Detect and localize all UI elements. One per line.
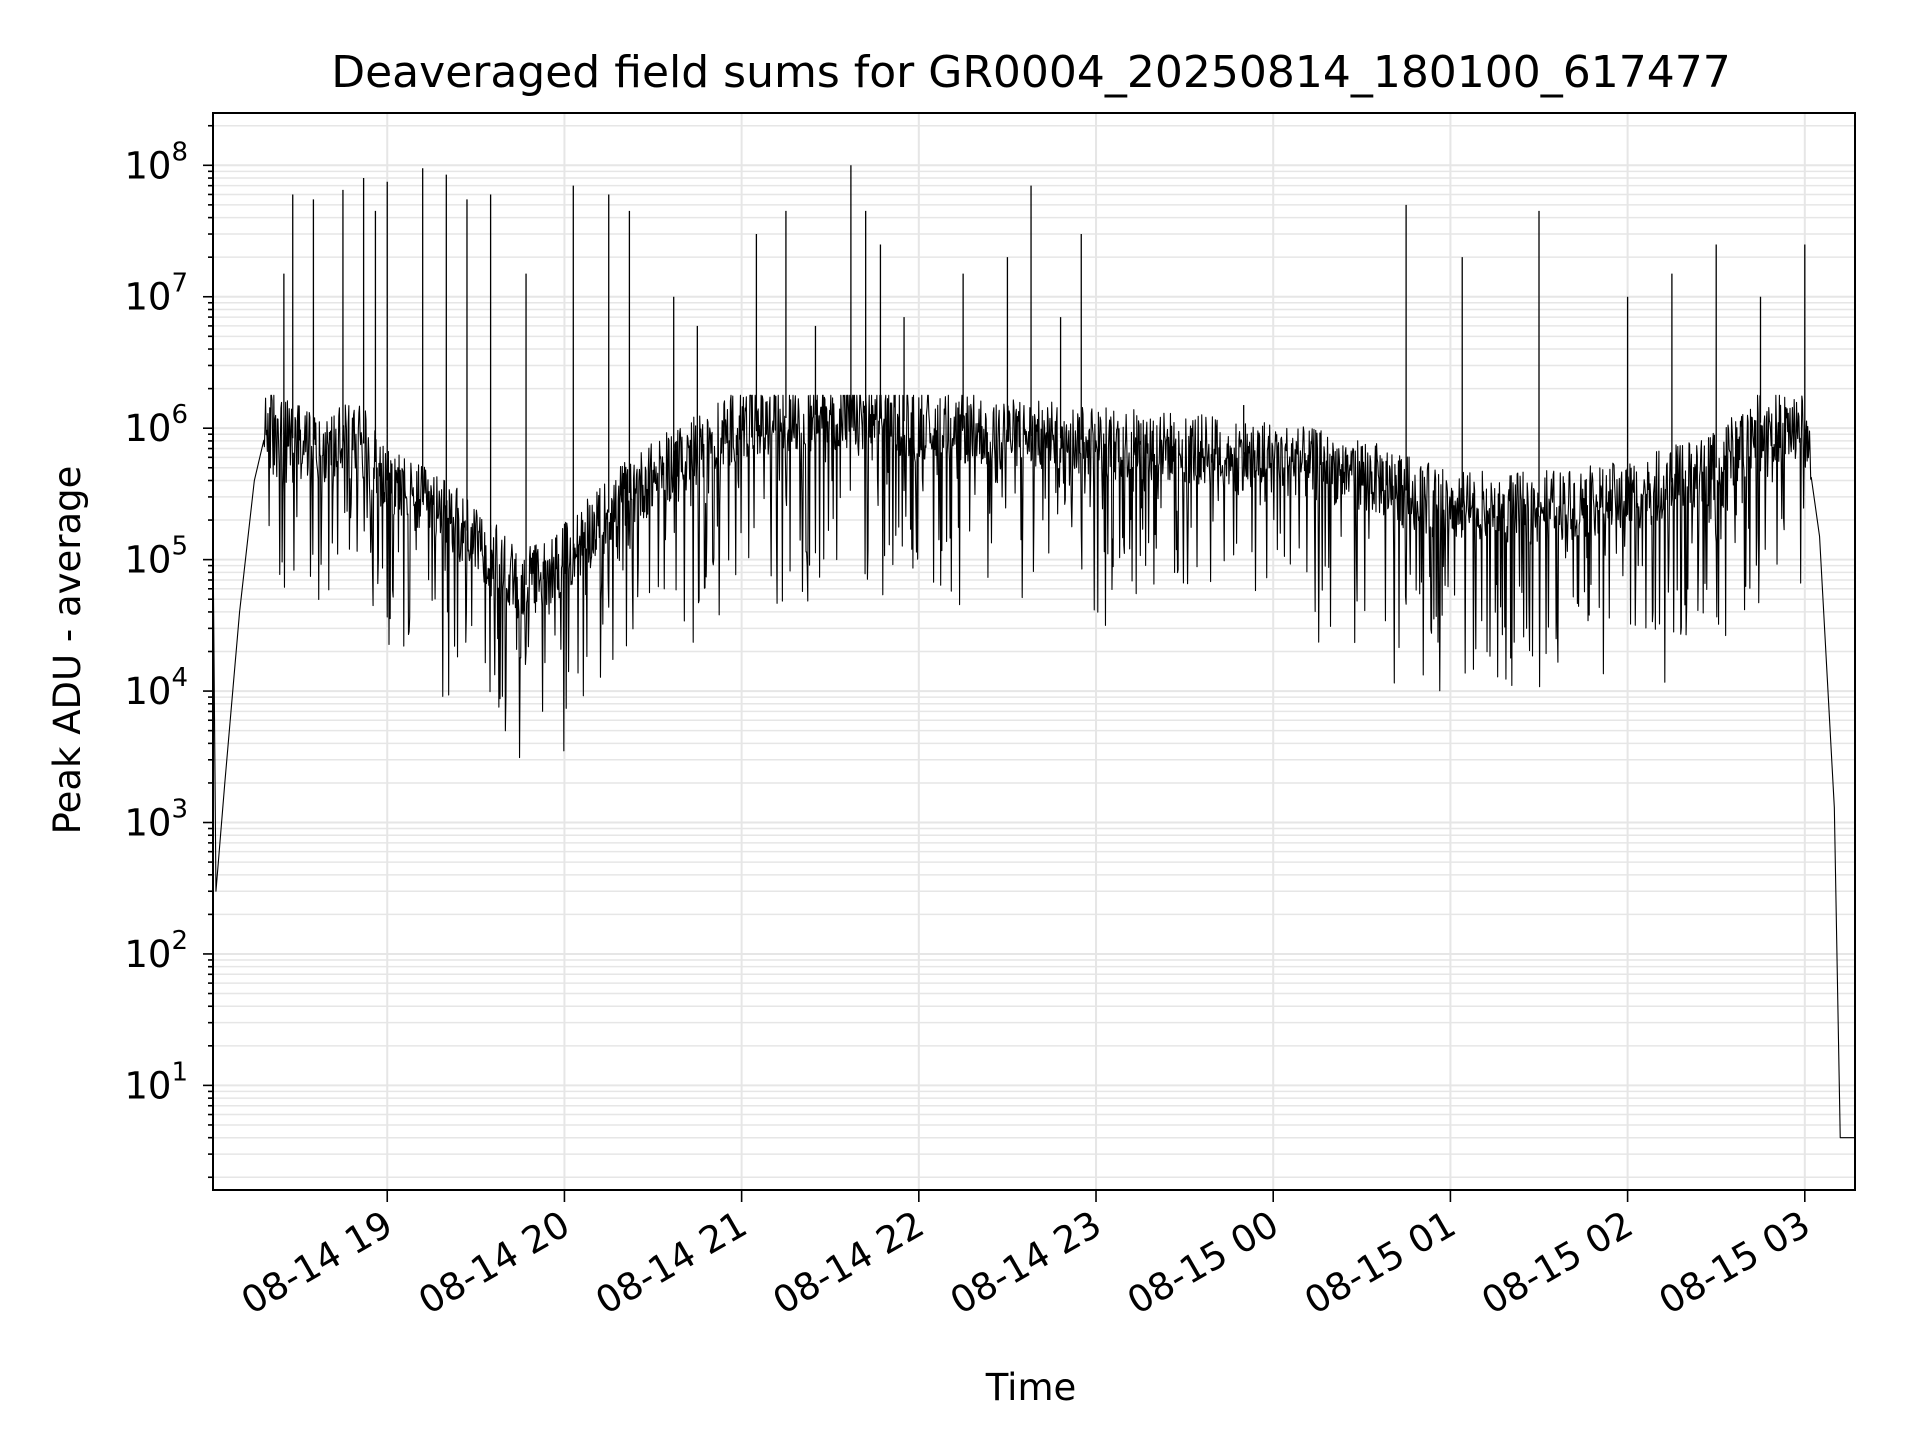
chart-title: Deaveraged field sums for GR0004_2025081… [331, 47, 1731, 98]
y-tick-label: 103 [124, 795, 188, 845]
y-axis-label: Peak ADU - average [46, 466, 89, 835]
series-line [212, 394, 1855, 1139]
y-tick-label: 101 [124, 1057, 188, 1107]
y-tick-label: 108 [124, 137, 188, 187]
data-layer [212, 165, 1855, 1139]
y-tick-label: 106 [124, 400, 188, 450]
y-axis-ticks: 101 102 103 104 105 106 107 108 [124, 124, 213, 1179]
grid [213, 113, 1855, 1190]
y-tick-label: 102 [124, 926, 188, 976]
y-tick-label: 105 [124, 532, 188, 582]
x-axis-label: Time [985, 1366, 1077, 1409]
y-tick-label: 104 [124, 663, 188, 713]
y-tick-label: 107 [124, 269, 188, 319]
